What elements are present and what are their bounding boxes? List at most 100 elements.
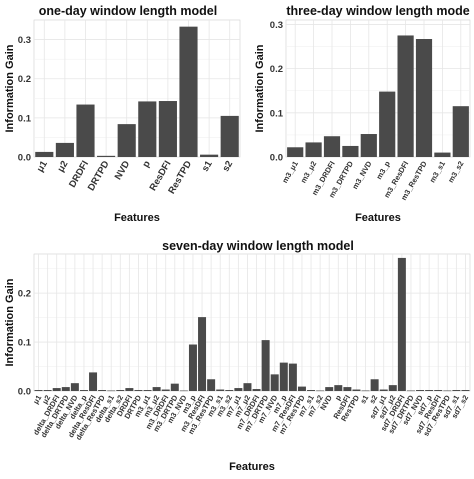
x-axis-label: Features [355,212,401,224]
bar [225,390,234,391]
x-tick-label: m3_s2 [446,160,465,185]
bar [234,388,243,391]
plot-area [33,19,241,158]
bar [370,379,379,391]
bar [89,372,98,391]
bar [55,142,74,157]
bar [452,390,461,391]
y-tick-label: 0.2 [18,289,31,300]
bar [138,101,157,157]
bar [323,136,341,157]
plot-area [285,19,471,158]
x-tick-label: s1 [358,394,370,406]
y-tick-label: 0.3 [18,35,31,46]
bar [98,390,107,391]
bar [79,390,88,391]
chart-title: three-day window length mode [286,4,469,18]
y-axis-label: Information Gain [4,278,16,366]
bar [334,385,343,391]
x-tick-label: s2 [367,394,379,406]
y-tick-label: 0.3 [270,20,283,31]
bar [434,390,443,391]
bar [397,35,414,157]
x-tick-label: μ1 [35,158,50,174]
bar [305,142,322,157]
bar [316,390,325,392]
bar [360,134,377,157]
bar [452,106,469,157]
bar [307,390,316,391]
y-axis-label: Information Gain [254,44,266,132]
bar [134,390,143,391]
bar [325,387,334,391]
bar [216,389,225,391]
x-tick-label: m3_μ1 [280,160,300,185]
x-axis-label: Features [114,212,160,224]
bar [379,91,396,157]
bar [152,387,161,391]
bar [397,257,406,391]
bar [287,147,304,157]
bar [117,124,136,157]
bar [198,317,207,391]
bar [252,389,261,391]
bar [35,151,54,157]
bar [279,362,288,391]
bar [443,390,452,392]
bar [425,390,434,391]
x-tick-label: μ2 [40,394,52,406]
bar [343,387,352,391]
x-tick-label: p [333,393,343,402]
chart-panel-2: 0.00.10.20.3m3_μ1m3_μ2m3_DRDFIm3_DRTPDm3… [254,4,471,224]
bar [406,390,415,392]
y-tick-label: 0.0 [270,153,283,164]
bar [76,104,95,157]
y-tick-label: 0.0 [18,153,31,164]
x-tick-label: μ1 [31,394,43,406]
bar [415,39,433,157]
x-axis-label: Features [229,461,275,473]
x-tick-label: s2 [220,159,235,174]
bar [200,154,219,157]
plot-area [33,253,471,392]
bar [107,390,116,392]
y-tick-label: 0.1 [270,108,284,119]
bar [352,389,361,391]
bar [116,390,125,391]
bar [342,145,359,157]
y-tick-label: 0.0 [18,387,31,398]
bar [158,101,177,157]
bar [97,155,116,157]
y-axis-label: Information Gain [4,44,16,132]
bar [179,26,198,158]
bar [143,390,152,391]
x-tick-label: s1 [200,158,215,173]
y-tick-label: 0.2 [18,74,31,85]
bar [388,385,397,391]
bar [207,379,216,391]
bar [416,390,425,391]
bar [261,340,270,391]
bar [161,389,170,391]
bar [220,115,239,157]
x-tick-label: μ2 [55,159,70,174]
bar [188,344,197,391]
bar [379,389,388,391]
bar [61,387,70,391]
chart-title: seven-day window length model [162,239,354,253]
chart-title: one-day window length model [39,4,217,18]
bar [297,386,306,391]
y-tick-label: 0.2 [270,64,283,75]
x-tick-label: m3_μ2 [299,160,319,185]
bar [125,388,134,391]
bar [243,383,252,391]
bar [361,390,370,392]
x-tick-label: p [140,159,153,170]
y-tick-label: 0.1 [18,338,32,349]
bar [34,390,43,391]
chart-panel-3: 0.00.10.2μ1μ2delta_DRDFIdelta_DRTPDdelta… [4,239,471,473]
bar [43,390,52,391]
